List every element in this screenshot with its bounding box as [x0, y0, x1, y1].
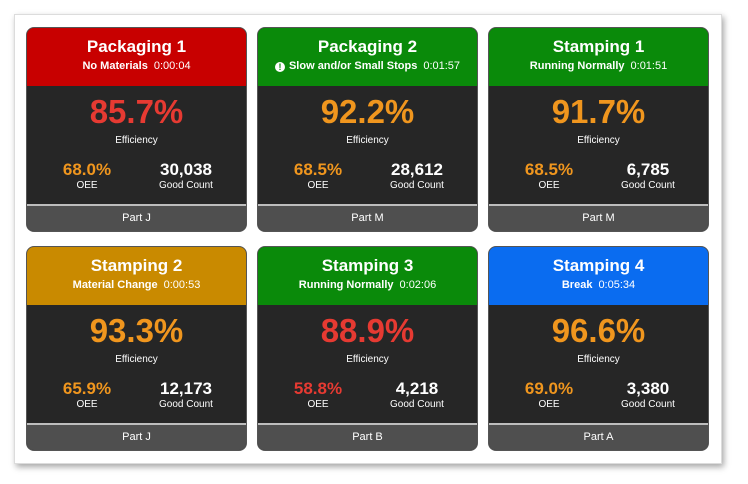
oee-label: OEE: [76, 399, 98, 410]
machine-title: Stamping 2: [90, 256, 183, 275]
efficiency-value: 85.7%: [89, 93, 184, 130]
machine-title: Packaging 1: [86, 37, 187, 56]
machine-card-stamping-2[interactable]: Stamping 2 Material Change 0:00:53 93.3%…: [27, 247, 246, 450]
oee-metric: 68.5% OEE: [268, 159, 368, 192]
machine-card-packaging-2[interactable]: Packaging 2 ! Slow and/or Small Stops 0:…: [258, 28, 477, 231]
machine-title: Stamping 3: [321, 256, 414, 275]
oee-label: OEE: [538, 180, 560, 191]
good-count-value: 4,218: [395, 379, 439, 398]
good-count-label: Good Count: [621, 180, 675, 191]
oee-value: 69.0%: [524, 379, 574, 398]
efficiency-value: 91.7%: [551, 93, 646, 130]
good-count-value: 3,380: [626, 379, 670, 398]
card-body: 93.3% Efficiency 65.9% OEE 12,173 Good C…: [27, 305, 246, 425]
status-text: Running Normally: [529, 60, 625, 72]
machine-status: No Materials 0:00:04: [82, 60, 190, 73]
oee-metric: 58.8% OEE: [268, 378, 368, 411]
machine-title: Stamping 1: [552, 37, 645, 56]
efficiency-label: Efficiency: [346, 354, 389, 365]
machine-status: Material Change 0:00:53: [73, 279, 201, 292]
oee-metric: 68.0% OEE: [37, 159, 137, 192]
efficiency-label: Efficiency: [577, 135, 620, 146]
status-text: Material Change: [72, 279, 158, 291]
status-text: No Materials: [82, 60, 148, 72]
status-duration: 0:01:51: [630, 60, 668, 72]
part-footer: Part B: [258, 423, 477, 450]
efficiency-label: Efficiency: [577, 354, 620, 365]
good-count-metric: 4,218 Good Count: [367, 378, 467, 411]
machine-status: Break 0:05:34: [562, 279, 635, 292]
oee-label: OEE: [76, 180, 98, 191]
good-count-metric: 28,612 Good Count: [367, 159, 467, 192]
oee-label: OEE: [538, 399, 560, 410]
machine-grid: Packaging 1 No Materials 0:00:04 85.7% E…: [27, 28, 708, 450]
part-footer: Part M: [489, 204, 708, 231]
dashboard-frame: Packaging 1 No Materials 0:00:04 85.7% E…: [14, 14, 722, 464]
exclamation-circle-icon: !: [274, 61, 285, 72]
card-header: Stamping 2 Material Change 0:00:53: [27, 247, 246, 305]
card-header: Packaging 1 No Materials 0:00:04: [27, 28, 246, 86]
efficiency-value: 93.3%: [89, 312, 184, 349]
machine-status: Running Normally 0:01:51: [530, 60, 667, 73]
card-header: Stamping 1 Running Normally 0:01:51: [489, 28, 708, 86]
oee-value: 68.0%: [62, 160, 112, 179]
card-header: Stamping 3 Running Normally 0:02:06: [258, 247, 477, 305]
machine-title: Stamping 4: [552, 256, 645, 275]
machine-card-packaging-1[interactable]: Packaging 1 No Materials 0:00:04 85.7% E…: [27, 28, 246, 231]
good-count-value: 30,038: [160, 160, 212, 179]
card-body: 88.9% Efficiency 58.8% OEE 4,218 Good Co…: [258, 305, 477, 425]
part-footer: Part M: [258, 204, 477, 231]
status-duration: 0:05:34: [598, 279, 636, 291]
good-count-value: 28,612: [391, 160, 443, 179]
part-footer: Part A: [489, 423, 708, 450]
good-count-value: 12,173: [160, 379, 212, 398]
status-duration: 0:00:53: [163, 279, 201, 291]
part-footer: Part J: [27, 204, 246, 231]
oee-metric: 68.5% OEE: [499, 159, 599, 192]
status-duration: 0:01:57: [423, 60, 461, 72]
oee-value: 68.5%: [293, 160, 343, 179]
good-count-metric: 30,038 Good Count: [136, 159, 236, 192]
oee-label: OEE: [307, 180, 329, 191]
oee-value: 58.8%: [293, 379, 343, 398]
good-count-metric: 3,380 Good Count: [598, 378, 698, 411]
status-duration: 0:02:06: [399, 279, 437, 291]
good-count-metric: 12,173 Good Count: [136, 378, 236, 411]
card-body: 92.2% Efficiency 68.5% OEE 28,612 Good C…: [258, 86, 477, 206]
efficiency-label: Efficiency: [115, 354, 158, 365]
good-count-metric: 6,785 Good Count: [598, 159, 698, 192]
machine-card-stamping-1[interactable]: Stamping 1 Running Normally 0:01:51 91.7…: [489, 28, 708, 231]
machine-card-stamping-4[interactable]: Stamping 4 Break 0:05:34 96.6% Efficienc…: [489, 247, 708, 450]
efficiency-label: Efficiency: [115, 135, 158, 146]
oee-value: 65.9%: [62, 379, 112, 398]
good-count-label: Good Count: [159, 399, 213, 410]
machine-title: Packaging 2: [317, 37, 418, 56]
good-count-label: Good Count: [159, 180, 213, 191]
card-body: 96.6% Efficiency 69.0% OEE 3,380 Good Co…: [489, 305, 708, 425]
efficiency-value: 96.6%: [551, 312, 646, 349]
card-body: 91.7% Efficiency 68.5% OEE 6,785 Good Co…: [489, 86, 708, 206]
oee-value: 68.5%: [524, 160, 574, 179]
oee-metric: 65.9% OEE: [37, 378, 137, 411]
status-text: Slow and/or Small Stops: [288, 60, 418, 72]
status-duration: 0:00:04: [153, 60, 191, 72]
good-count-label: Good Count: [390, 180, 444, 191]
good-count-label: Good Count: [621, 399, 675, 410]
good-count-label: Good Count: [390, 399, 444, 410]
good-count-value: 6,785: [626, 160, 670, 179]
efficiency-value: 92.2%: [320, 93, 415, 130]
card-header: Packaging 2 ! Slow and/or Small Stops 0:…: [258, 28, 477, 86]
part-footer: Part J: [27, 423, 246, 450]
oee-label: OEE: [307, 399, 329, 410]
card-body: 85.7% Efficiency 68.0% OEE 30,038 Good C…: [27, 86, 246, 206]
status-text: Running Normally: [298, 279, 394, 291]
status-text: Break: [561, 279, 593, 291]
efficiency-value: 88.9%: [320, 312, 415, 349]
oee-metric: 69.0% OEE: [499, 378, 599, 411]
card-header: Stamping 4 Break 0:05:34: [489, 247, 708, 305]
machine-status: ! Slow and/or Small Stops 0:01:57: [274, 60, 461, 73]
machine-card-stamping-3[interactable]: Stamping 3 Running Normally 0:02:06 88.9…: [258, 247, 477, 450]
efficiency-label: Efficiency: [346, 135, 389, 146]
machine-status: Running Normally 0:02:06: [299, 279, 436, 292]
